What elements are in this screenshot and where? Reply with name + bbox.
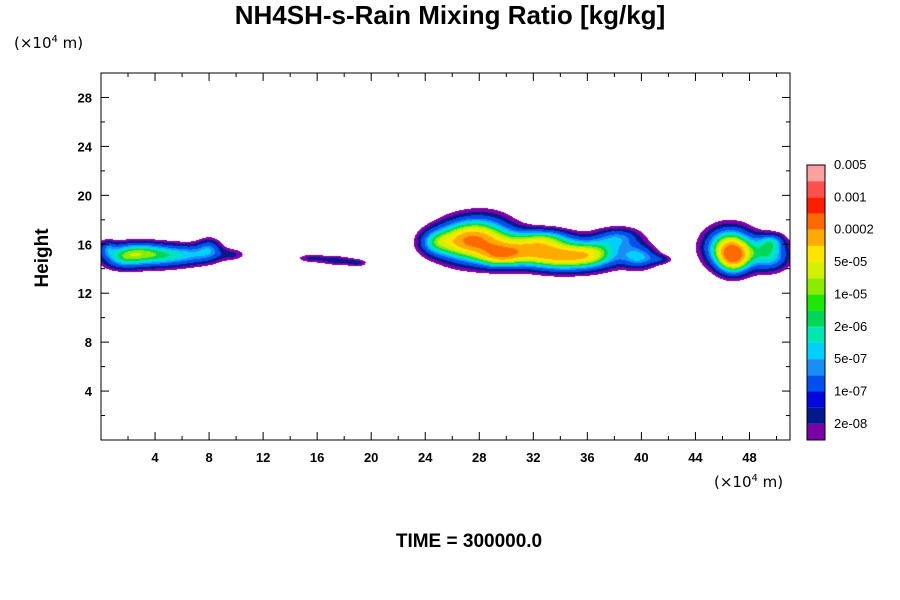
x-tick-label: 16	[310, 450, 324, 465]
time-label: TIME = 300000.0	[395, 531, 543, 552]
x-tick-label: 24	[418, 450, 433, 465]
y-tick-label: 24	[78, 139, 93, 154]
colorbar-swatch	[807, 407, 825, 424]
colorbar-swatch	[807, 229, 825, 246]
y-tick-label: 20	[78, 188, 92, 203]
x-tick-label: 48	[742, 450, 756, 465]
colorbar: 2e-08 1e-07 5e-07 2e-06 1e-05 5e-05 0.0002 0.00…	[806, 157, 874, 441]
colorbar-swatch	[807, 165, 825, 182]
cloud-field	[101, 73, 790, 440]
x-tick-label: 4	[151, 450, 159, 465]
y-axis: 4 8 12 16 20 24 28	[78, 90, 790, 417]
x-tick-label: 28	[472, 450, 486, 465]
y-unit-suffix: m)	[57, 34, 84, 52]
y-axis-unit: (×104 m)	[14, 34, 83, 52]
y-unit-exponent: 4	[51, 34, 58, 45]
colorbar-frame	[806, 164, 826, 441]
colorbar-swatch	[807, 326, 825, 343]
x-tick-label: 8	[205, 450, 212, 465]
y-unit-prefix: (×10	[14, 34, 52, 52]
colorbar-swatch	[807, 342, 825, 360]
x-axis-unit: (×104 m)	[714, 473, 783, 491]
x-tick-label: 40	[634, 450, 648, 465]
colorbar-label: 5e-05	[834, 254, 867, 269]
colorbar-swatch	[807, 375, 825, 392]
colorbar-swatch	[807, 278, 825, 295]
mixing-ratio-field	[101, 73, 790, 440]
x-tick-label: 20	[364, 450, 378, 465]
colorbar-swatch	[807, 213, 825, 230]
x-unit-suffix: m)	[757, 473, 784, 491]
colorbar-swatch	[807, 245, 825, 263]
colorbar-label: 0.001	[834, 189, 867, 204]
colorbar-label: 2e-06	[834, 319, 867, 334]
colorbar-swatch	[807, 359, 825, 376]
x-tick-label: 44	[688, 450, 703, 465]
y-tick-label: 28	[78, 90, 92, 105]
colorbar-swatch	[807, 197, 825, 214]
colorbar-swatch	[807, 294, 825, 311]
y-tick-label: 4	[85, 384, 93, 399]
chart-title: NH4SH-s-Rain Mixing Ratio [kg/kg]	[234, 0, 666, 30]
colorbar-label: 5e-07	[834, 351, 867, 366]
x-tick-label: 32	[526, 450, 540, 465]
x-tick-label: 36	[580, 450, 594, 465]
x-tick-label: 12	[256, 450, 270, 465]
colorbar-swatch	[807, 423, 825, 440]
y-tick-label: 12	[78, 286, 92, 301]
colorbar-label: 0.0002	[834, 222, 874, 237]
colorbar-swatch	[807, 391, 825, 408]
colorbar-swatch	[807, 310, 825, 327]
colorbar-swatch	[807, 181, 825, 198]
colorbar-swatch	[807, 262, 825, 279]
y-tick-label: 8	[85, 335, 92, 350]
colorbar-label: 1e-05	[834, 286, 867, 301]
x-unit-prefix: (×10	[714, 473, 752, 491]
colorbar-label: 0.005	[834, 157, 867, 172]
colorbar-label: 1e-07	[834, 383, 867, 398]
plot-frame	[100, 72, 791, 441]
colorbar-label: 2e-08	[834, 416, 867, 431]
x-axis: 4 8 12 16 20 24 28 32 36 40 44 48	[127, 73, 777, 465]
x-unit-exponent: 4	[751, 473, 758, 484]
y-axis-label: Height	[32, 228, 53, 288]
y-tick-label: 16	[78, 237, 92, 252]
